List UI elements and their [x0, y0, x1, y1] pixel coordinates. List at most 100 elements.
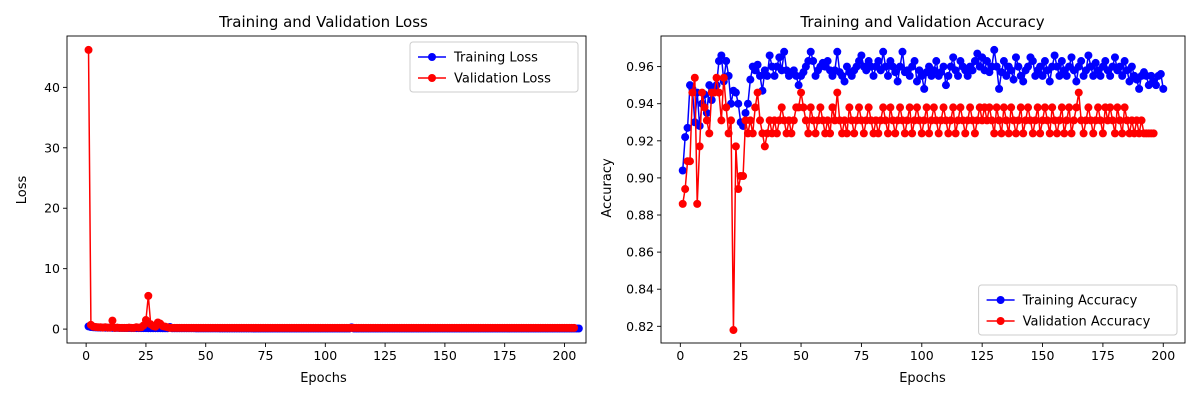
- x-tick-label: 150: [1031, 348, 1055, 363]
- training-accuracy-point: [932, 57, 941, 66]
- training-accuracy-point: [1118, 71, 1127, 80]
- validation-accuracy-point: [992, 103, 1001, 112]
- y-tick-label: 0.94: [626, 96, 654, 111]
- training-accuracy-point: [1156, 70, 1165, 79]
- validation-accuracy-point: [917, 129, 926, 138]
- validation-accuracy-point: [905, 103, 914, 112]
- training-accuracy-point: [999, 57, 1008, 66]
- validation-accuracy-point: [1048, 103, 1057, 112]
- validation-accuracy-point: [727, 116, 736, 125]
- x-tick-label: 175: [493, 348, 517, 363]
- validation-accuracy-point: [1053, 129, 1062, 138]
- training-accuracy-point: [995, 84, 1004, 93]
- validation-accuracy-point: [891, 129, 900, 138]
- training-accuracy-point: [1040, 57, 1049, 66]
- validation-accuracy-point: [816, 103, 825, 112]
- validation-accuracy-point: [842, 129, 851, 138]
- validation-accuracy-point: [1002, 116, 1011, 125]
- x-tick-label: 75: [853, 348, 869, 363]
- x-tick-label: 100: [313, 348, 337, 363]
- validation-accuracy-point: [719, 73, 728, 82]
- training-accuracy-point: [1110, 53, 1119, 62]
- validation-accuracy-point: [1057, 103, 1066, 112]
- validation-accuracy-point: [1094, 103, 1103, 112]
- training-accuracy-point: [970, 57, 979, 66]
- training-accuracy-point: [746, 75, 755, 84]
- validation-accuracy-point: [799, 103, 808, 112]
- validation-accuracy-point: [712, 73, 721, 82]
- validation-accuracy-point: [1014, 116, 1023, 125]
- training-accuracy-point: [992, 62, 1001, 71]
- training-accuracy-point: [1084, 51, 1093, 60]
- validation-accuracy-point: [1036, 129, 1045, 138]
- training-accuracy-point: [1120, 57, 1129, 66]
- training-accuracy-point: [695, 121, 704, 130]
- training-accuracy-point: [1127, 62, 1136, 71]
- validation-loss-legend-marker: [428, 74, 436, 82]
- training-accuracy-point: [891, 68, 900, 77]
- validation-accuracy-point: [999, 103, 1008, 112]
- validation-accuracy-point: [690, 73, 699, 82]
- loss-chart-frame: [66, 35, 587, 344]
- y-tick-label: 0: [52, 322, 60, 337]
- x-tick-label: 0: [82, 348, 90, 363]
- training-accuracy-point: [780, 47, 789, 56]
- validation-accuracy-point: [961, 129, 970, 138]
- training-accuracy-point: [1011, 53, 1020, 62]
- validation-accuracy-point: [903, 116, 912, 125]
- validation-accuracy-point: [886, 103, 895, 112]
- validation-accuracy-point: [1024, 103, 1033, 112]
- accuracy-chart-title: Training and Validation Accuracy: [799, 13, 1044, 31]
- validation-accuracy-point: [840, 116, 849, 125]
- validation-accuracy-point: [702, 116, 711, 125]
- validation-accuracy-point: [695, 142, 704, 151]
- validation-accuracy-point: [1118, 129, 1127, 138]
- training-accuracy-point: [1077, 57, 1086, 66]
- validation-accuracy-point: [693, 199, 702, 208]
- validation-accuracy-point: [729, 326, 738, 335]
- training-accuracy-point: [770, 71, 779, 80]
- validation-accuracy-point: [748, 129, 757, 138]
- training-accuracy-point: [1067, 53, 1076, 62]
- loss-chart-xlabel: Epochs: [300, 371, 347, 386]
- training-accuracy-point: [1009, 75, 1018, 84]
- training-accuracy-legend-label: Training Accuracy: [1022, 294, 1138, 309]
- validation-accuracy-point: [1079, 129, 1088, 138]
- training-accuracy-point: [840, 77, 849, 86]
- validation-accuracy-point: [1113, 103, 1122, 112]
- validation-accuracy-point: [1011, 129, 1020, 138]
- x-tick-label: 100: [910, 348, 934, 363]
- validation-accuracy-point: [772, 129, 781, 138]
- validation-accuracy-point: [1031, 116, 1040, 125]
- training-accuracy-point: [763, 71, 772, 80]
- accuracy-chart: Training and Validation Accuracy 0 25 50 75…: [600, 13, 1186, 386]
- validation-accuracy-point: [1067, 129, 1076, 138]
- validation-accuracy-point: [900, 129, 909, 138]
- validation-accuracy-point: [797, 88, 806, 97]
- validation-loss-point: [570, 323, 579, 332]
- training-accuracy-point: [823, 57, 832, 66]
- validation-accuracy-point: [997, 129, 1006, 138]
- validation-loss-series: [84, 45, 579, 332]
- training-loss-legend-marker: [428, 53, 436, 61]
- validation-accuracy-point: [881, 116, 890, 125]
- x-tick-label: 50: [793, 348, 809, 363]
- validation-accuracy-point: [1065, 103, 1074, 112]
- training-accuracy-point: [753, 60, 762, 69]
- validation-accuracy-point: [879, 103, 888, 112]
- training-accuracy-point: [896, 62, 905, 71]
- validation-accuracy-point: [724, 129, 733, 138]
- training-accuracy-point: [912, 77, 921, 86]
- training-accuracy-point: [869, 71, 878, 80]
- training-accuracy-point: [1072, 77, 1081, 86]
- training-accuracy-point: [1007, 66, 1016, 75]
- validation-accuracy-point: [1007, 103, 1016, 112]
- validation-accuracy-point: [896, 103, 905, 112]
- validation-accuracy-point: [956, 103, 965, 112]
- validation-accuracy-point: [850, 129, 859, 138]
- y-tick-label: 0.84: [626, 282, 654, 297]
- training-accuracy-point: [910, 57, 919, 66]
- validation-accuracy-point: [1072, 103, 1081, 112]
- validation-accuracy-point: [966, 103, 975, 112]
- training-accuracy-point: [741, 108, 750, 117]
